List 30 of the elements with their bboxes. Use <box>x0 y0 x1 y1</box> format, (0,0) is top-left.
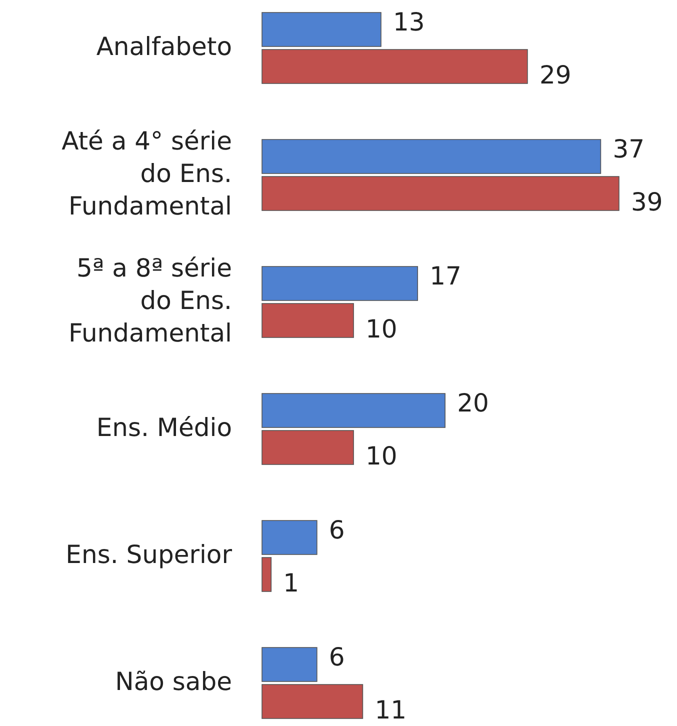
bar <box>262 684 364 719</box>
bar <box>262 176 620 211</box>
bar <box>262 393 446 428</box>
data-label: 10 <box>366 314 398 344</box>
data-label: 37 <box>612 134 645 164</box>
data-label: 11 <box>374 695 407 724</box>
y-tick-label: Até a 4° série do Ens. Fundamental <box>62 126 232 220</box>
bar <box>262 49 528 84</box>
data-label: 1 <box>283 568 300 598</box>
y-tick-label: 5ª a 8ª série do Ens. Fundamental <box>68 253 232 348</box>
bar <box>262 266 418 301</box>
data-label: 29 <box>539 60 572 90</box>
data-label: 6 <box>328 515 345 544</box>
bar <box>262 12 382 47</box>
y-tick-label: Ens. Superior <box>66 540 233 569</box>
bar <box>262 557 272 592</box>
bar <box>262 430 354 465</box>
data-label: 17 <box>430 261 462 290</box>
data-label: 20 <box>457 388 489 418</box>
bar <box>262 647 318 682</box>
data-label: 10 <box>366 441 398 470</box>
bar <box>262 520 318 555</box>
data-label: 6 <box>328 642 345 672</box>
bar <box>262 139 602 174</box>
y-tick-label: Não sabe <box>115 666 232 696</box>
data-label: 13 <box>393 7 425 36</box>
bar <box>262 303 354 338</box>
y-tick-label: Ens. Médio <box>96 412 232 442</box>
data-label: 39 <box>631 187 663 216</box>
y-tick-label: Analfabeto <box>96 32 232 61</box>
